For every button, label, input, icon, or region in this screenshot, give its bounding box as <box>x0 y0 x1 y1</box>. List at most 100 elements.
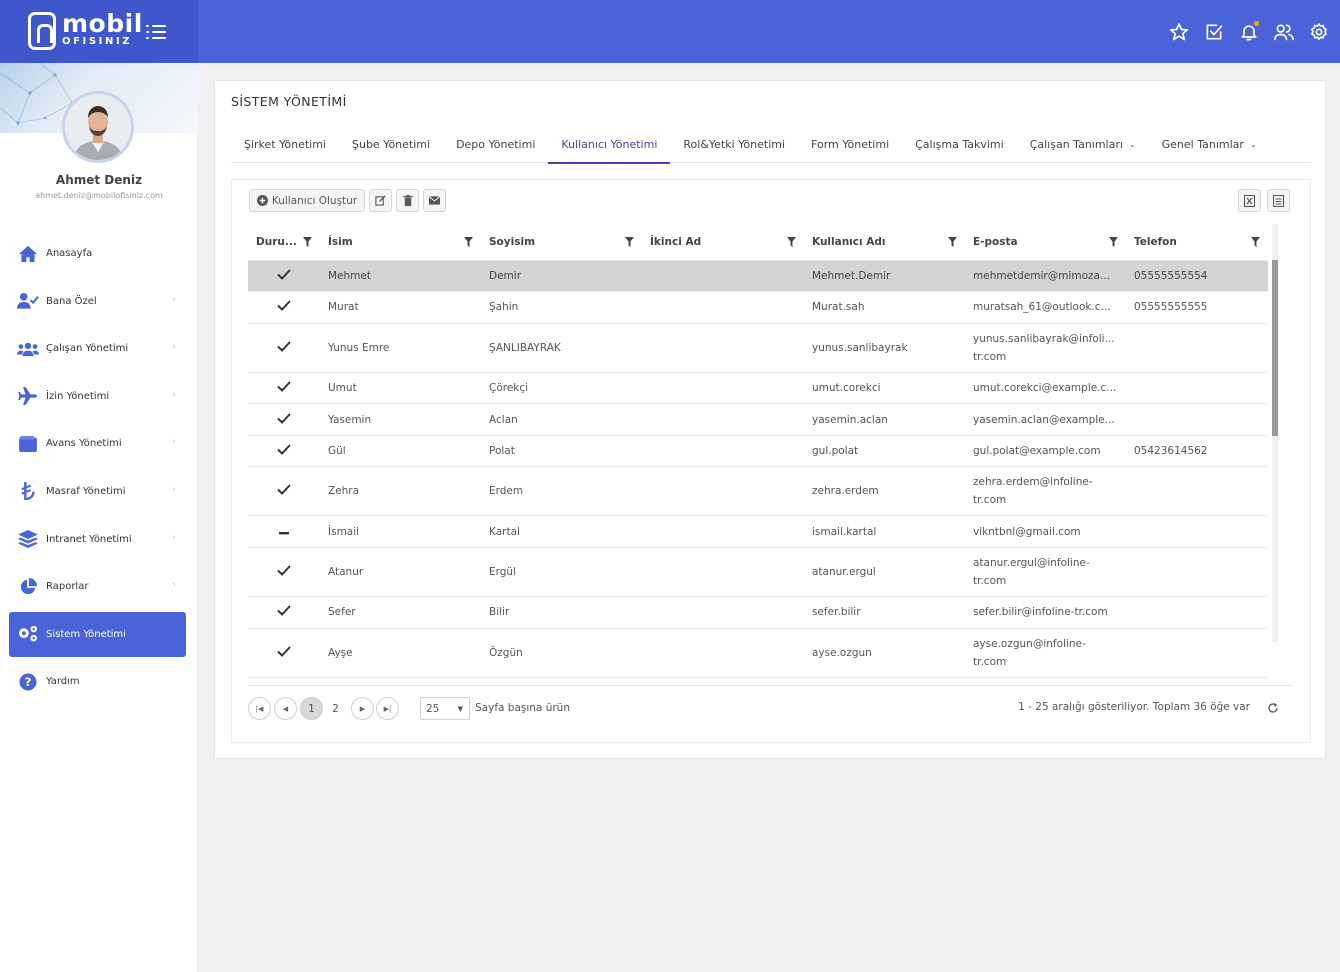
sidebar-item-sistem-yonetimi[interactable]: Sistem Yönetimi <box>9 611 186 657</box>
page-number[interactable]: 2 <box>332 702 339 715</box>
filter-icon[interactable] <box>625 237 634 247</box>
cell-first-name: İsmail <box>320 515 481 549</box>
page-size-label: Sayfa başına ürün <box>475 702 570 714</box>
cell-phone: 05423614562 <box>1126 435 1268 468</box>
cell-email: ayse.ozgun@infoline-tr.com <box>965 628 1126 678</box>
prev-page-button[interactable]: ◀ <box>274 697 297 720</box>
checkbox-icon[interactable] <box>1202 20 1225 43</box>
cell-last-name: Erdem <box>481 466 642 517</box>
logo-area: mobil OFISINIZ <box>0 0 198 63</box>
cell-email: yasemin.aclan@example... <box>965 403 1126 436</box>
table-row[interactable]: Umut Çörekçi umut.corekci umut.corekci@exam… <box>248 372 1268 405</box>
cell-username: zehra.erdem <box>804 466 965 517</box>
filter-icon[interactable] <box>464 237 473 247</box>
users-icon <box>17 339 39 359</box>
top-actions <box>1167 20 1330 43</box>
table-row[interactable]: Yasemin Aclan yasemin.aclan yasemin.aclan@e… <box>248 403 1268 436</box>
next-page-button[interactable]: ▶ <box>351 697 374 720</box>
tab-form-yonetimi[interactable]: Form Yönetimi <box>811 137 890 151</box>
status-active-icon <box>248 596 320 629</box>
column-header-middle-name[interactable]: İkinci Ad <box>642 224 804 261</box>
plane-icon <box>17 386 39 406</box>
users-icon[interactable] <box>1272 20 1295 43</box>
scrollbar-thumb[interactable] <box>1272 260 1278 436</box>
sidebar: Ahmet Deniz ahmet.deniz@mobilofisiniz.co… <box>0 63 198 972</box>
home-icon <box>17 244 39 264</box>
column-header-first-name[interactable]: İsim <box>320 224 481 261</box>
tab-genel-tanimlar[interactable]: Genel Tanımlar ⌄ <box>1161 137 1257 151</box>
tab-calisan-tanimlari[interactable]: Çalışan Tanımları ⌄ <box>1029 137 1136 151</box>
export-pdf-button[interactable] <box>1267 189 1290 212</box>
cell-username: gul.polat <box>804 435 965 468</box>
tab-rol-yetki-yonetimi[interactable]: Rol&Yetki Yönetimi <box>683 137 786 151</box>
pagination: |◀ ◀ 1 2 ▶ ▶| 25 ▼ Sayfa başına ürün 1 -… <box>248 685 1294 727</box>
mail-button[interactable] <box>423 189 446 212</box>
avatar[interactable] <box>62 91 134 163</box>
sidebar-item-masraf-yonetimi[interactable]: Masraf Yönetimi › <box>9 469 186 514</box>
cell-last-name: ŞANLIBAYRAK <box>481 323 642 373</box>
cell-last-name: Özgün <box>481 628 642 678</box>
filter-icon[interactable] <box>948 237 957 247</box>
export-excel-button[interactable] <box>1238 189 1261 212</box>
first-page-icon: |◀ <box>255 704 264 713</box>
page-number-current[interactable]: 1 <box>300 697 323 720</box>
column-header-email[interactable]: E-posta <box>965 224 1126 261</box>
last-page-button[interactable]: ▶| <box>376 697 399 720</box>
chevron-down-icon: ⌄ <box>1128 139 1136 149</box>
table-row[interactable]: Murat Şahin Murat.sah muratsah_61@outlook.c… <box>248 291 1268 324</box>
refresh-icon[interactable] <box>1266 701 1280 715</box>
filter-icon[interactable] <box>303 237 312 247</box>
bell-icon[interactable] <box>1237 20 1260 43</box>
cell-username: atanur.ergul <box>804 547 965 598</box>
column-header-status[interactable]: Duru... <box>248 224 320 261</box>
edit-button[interactable] <box>369 189 392 212</box>
table-row[interactable]: Zehra Erdem zehra.erdem zehra.erdem@infolin… <box>248 466 1268 517</box>
cell-phone <box>1126 403 1268 436</box>
caret-down-icon: ▼ <box>457 705 463 713</box>
cell-phone <box>1126 547 1268 598</box>
table-row[interactable]: Gül Polat gul.polat gul.polat@example.com 05… <box>248 435 1268 468</box>
sidebar-item-avans-yonetimi[interactable]: Avans Yönetimi › <box>9 421 186 466</box>
filter-icon[interactable] <box>1251 237 1260 247</box>
menu-toggle-icon[interactable] <box>146 24 166 40</box>
table-row[interactable]: Sefer Bilir sefer.bilir sefer.bilir@infolin… <box>248 596 1268 629</box>
sidebar-item-bana-ozel[interactable]: Bana Özel › <box>9 279 186 324</box>
star-icon[interactable] <box>1167 20 1190 43</box>
column-header-username[interactable]: Kullanıcı Adı <box>804 224 965 261</box>
tab-calisma-takvimi[interactable]: Çalışma Takvimi <box>915 137 1004 151</box>
sidebar-item-raporlar[interactable]: Raporlar › <box>9 564 186 609</box>
filter-icon[interactable] <box>1109 237 1118 247</box>
table-row[interactable]: Ayşe Özgün ayse.ozgun ayse.ozgun@infoline-t… <box>248 628 1268 678</box>
delete-button[interactable] <box>396 189 419 212</box>
table-row[interactable]: İsmail Kartal ismail.kartal vlkntbnl@gmail.… <box>248 515 1268 549</box>
edit-icon <box>375 195 386 206</box>
table-row[interactable]: Atanur Ergül atanur.ergul atanur.ergul@info… <box>248 547 1268 598</box>
column-header-last-name[interactable]: Soyisim <box>481 224 642 261</box>
cell-middle-name <box>642 291 804 324</box>
sidebar-item-intranet-yonetimi[interactable]: Intranet Yönetimi › <box>9 517 186 562</box>
sidebar-item-yardim[interactable]: ? Yardım <box>9 659 186 704</box>
tab-depo-yonetimi[interactable]: Depo Yönetimi <box>456 137 536 151</box>
notification-dot <box>1254 21 1259 26</box>
cell-username: umut.corekci <box>804 372 965 405</box>
first-page-button[interactable]: |◀ <box>248 697 271 720</box>
status-active-icon <box>248 403 320 436</box>
sidebar-item-izin-yonetimi[interactable]: İzin Yönetimi › <box>9 374 186 419</box>
create-user-button[interactable]: Kullanıcı Oluştur <box>249 189 365 212</box>
table-scrollbar[interactable] <box>1272 224 1278 642</box>
cell-phone <box>1126 515 1268 549</box>
sidebar-item-anasayfa[interactable]: Anasayfa <box>9 231 186 276</box>
column-header-phone[interactable]: Telefon <box>1126 224 1268 261</box>
cell-email: mehmetdemir@mimoza... <box>965 260 1126 293</box>
tab-sube-yonetimi[interactable]: Şube Yönetimi <box>351 137 431 151</box>
gears-icon <box>17 624 39 644</box>
tab-kullanici-yonetimi[interactable]: Kullanıcı Yönetimi <box>548 125 671 164</box>
settings-gear-icon[interactable] <box>1307 20 1330 43</box>
table-row[interactable]: Mehmet Demir Mehmet.Demir mehmetdemir@mimoz… <box>248 260 1268 293</box>
page-size-select[interactable]: 25 ▼ <box>420 697 470 720</box>
tab-sirket-yonetimi[interactable]: Şirket Yönetimi <box>244 137 326 151</box>
table-row[interactable]: Yunus Emre ŞANLIBAYRAK yunus.sanlibayrak yu… <box>248 323 1268 373</box>
filter-icon[interactable] <box>787 237 796 247</box>
logo[interactable]: mobil OFISINIZ <box>62 11 143 48</box>
sidebar-item-calisan-yonetimi[interactable]: Çalışan Yönetimi › <box>9 326 186 371</box>
